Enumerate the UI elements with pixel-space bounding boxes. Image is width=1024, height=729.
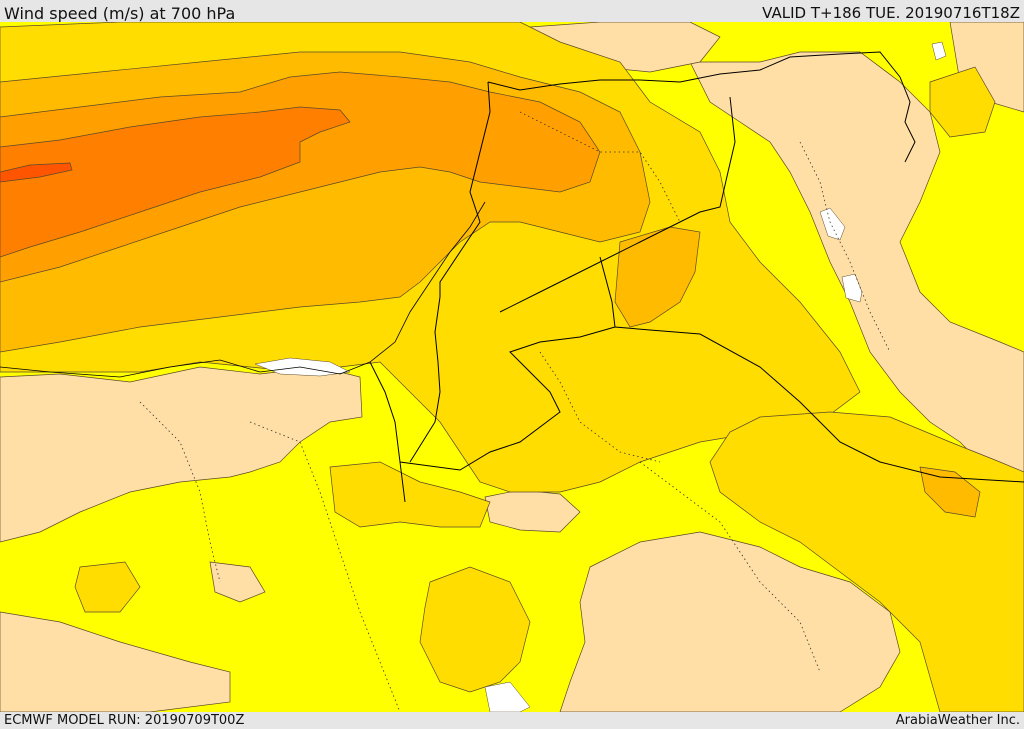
border-syria-iraq <box>499 96 736 313</box>
wind-band-25-30 <box>0 106 351 258</box>
wind-band-15-20-syria-patch <box>614 226 701 328</box>
map-svg <box>0 22 1024 712</box>
gulf-shore-white-1 <box>819 207 846 241</box>
border-jordan-israel <box>409 296 441 463</box>
boundary-3 <box>639 461 821 673</box>
calm-region-egypt <box>0 366 363 543</box>
wind-band-15-20-east-patch <box>919 466 981 518</box>
valid-time: VALID T+186 TUE. 20190716T18Z <box>762 4 1020 22</box>
wind-band-10-15-west-patch <box>74 561 141 613</box>
country-borders <box>369 51 1024 503</box>
boundary-2 <box>249 421 401 712</box>
coastline-med <box>0 201 486 378</box>
red-sea-white <box>484 681 531 712</box>
border-turkey-syria <box>487 51 901 91</box>
ne-lake-white <box>931 41 947 61</box>
border-iraq-saudi <box>599 256 1024 483</box>
wind-band-gt-30 <box>0 162 73 183</box>
wind-speed-map <box>0 22 1024 712</box>
border-iran-iraq <box>899 76 916 163</box>
model-run: ECMWF MODEL RUN: 20190709T00Z <box>4 713 245 728</box>
credit: ArabiaWeather Inc. <box>895 713 1020 728</box>
calm-patch-west <box>0 611 231 712</box>
header-bar: Wind speed (m/s) at 700 hPa VALID T+186 … <box>0 0 1024 23</box>
map-title: Wind speed (m/s) at 700 hPa <box>4 4 236 23</box>
wind-band-10-15-south <box>419 566 531 693</box>
internal-boundaries <box>139 111 891 712</box>
calm-patch-sw <box>209 561 266 603</box>
boundary-1 <box>519 111 681 223</box>
footer-bar: ECMWF MODEL RUN: 20190709T00Z ArabiaWeat… <box>0 712 1024 729</box>
gulf-shore-white-2 <box>841 273 863 303</box>
wind-band-10-15-ne-patch <box>929 66 996 138</box>
calm-region-gulf-coast <box>689 51 1024 483</box>
boundary-4 <box>799 141 891 353</box>
wind-band-10-15-sinai <box>329 461 491 528</box>
border-jordan-saudi <box>399 326 616 471</box>
calm-region-arabia-south <box>559 531 901 712</box>
boundary-6 <box>539 351 661 463</box>
border-israel-egypt <box>369 361 406 503</box>
border-lebanon-syria <box>439 81 491 297</box>
